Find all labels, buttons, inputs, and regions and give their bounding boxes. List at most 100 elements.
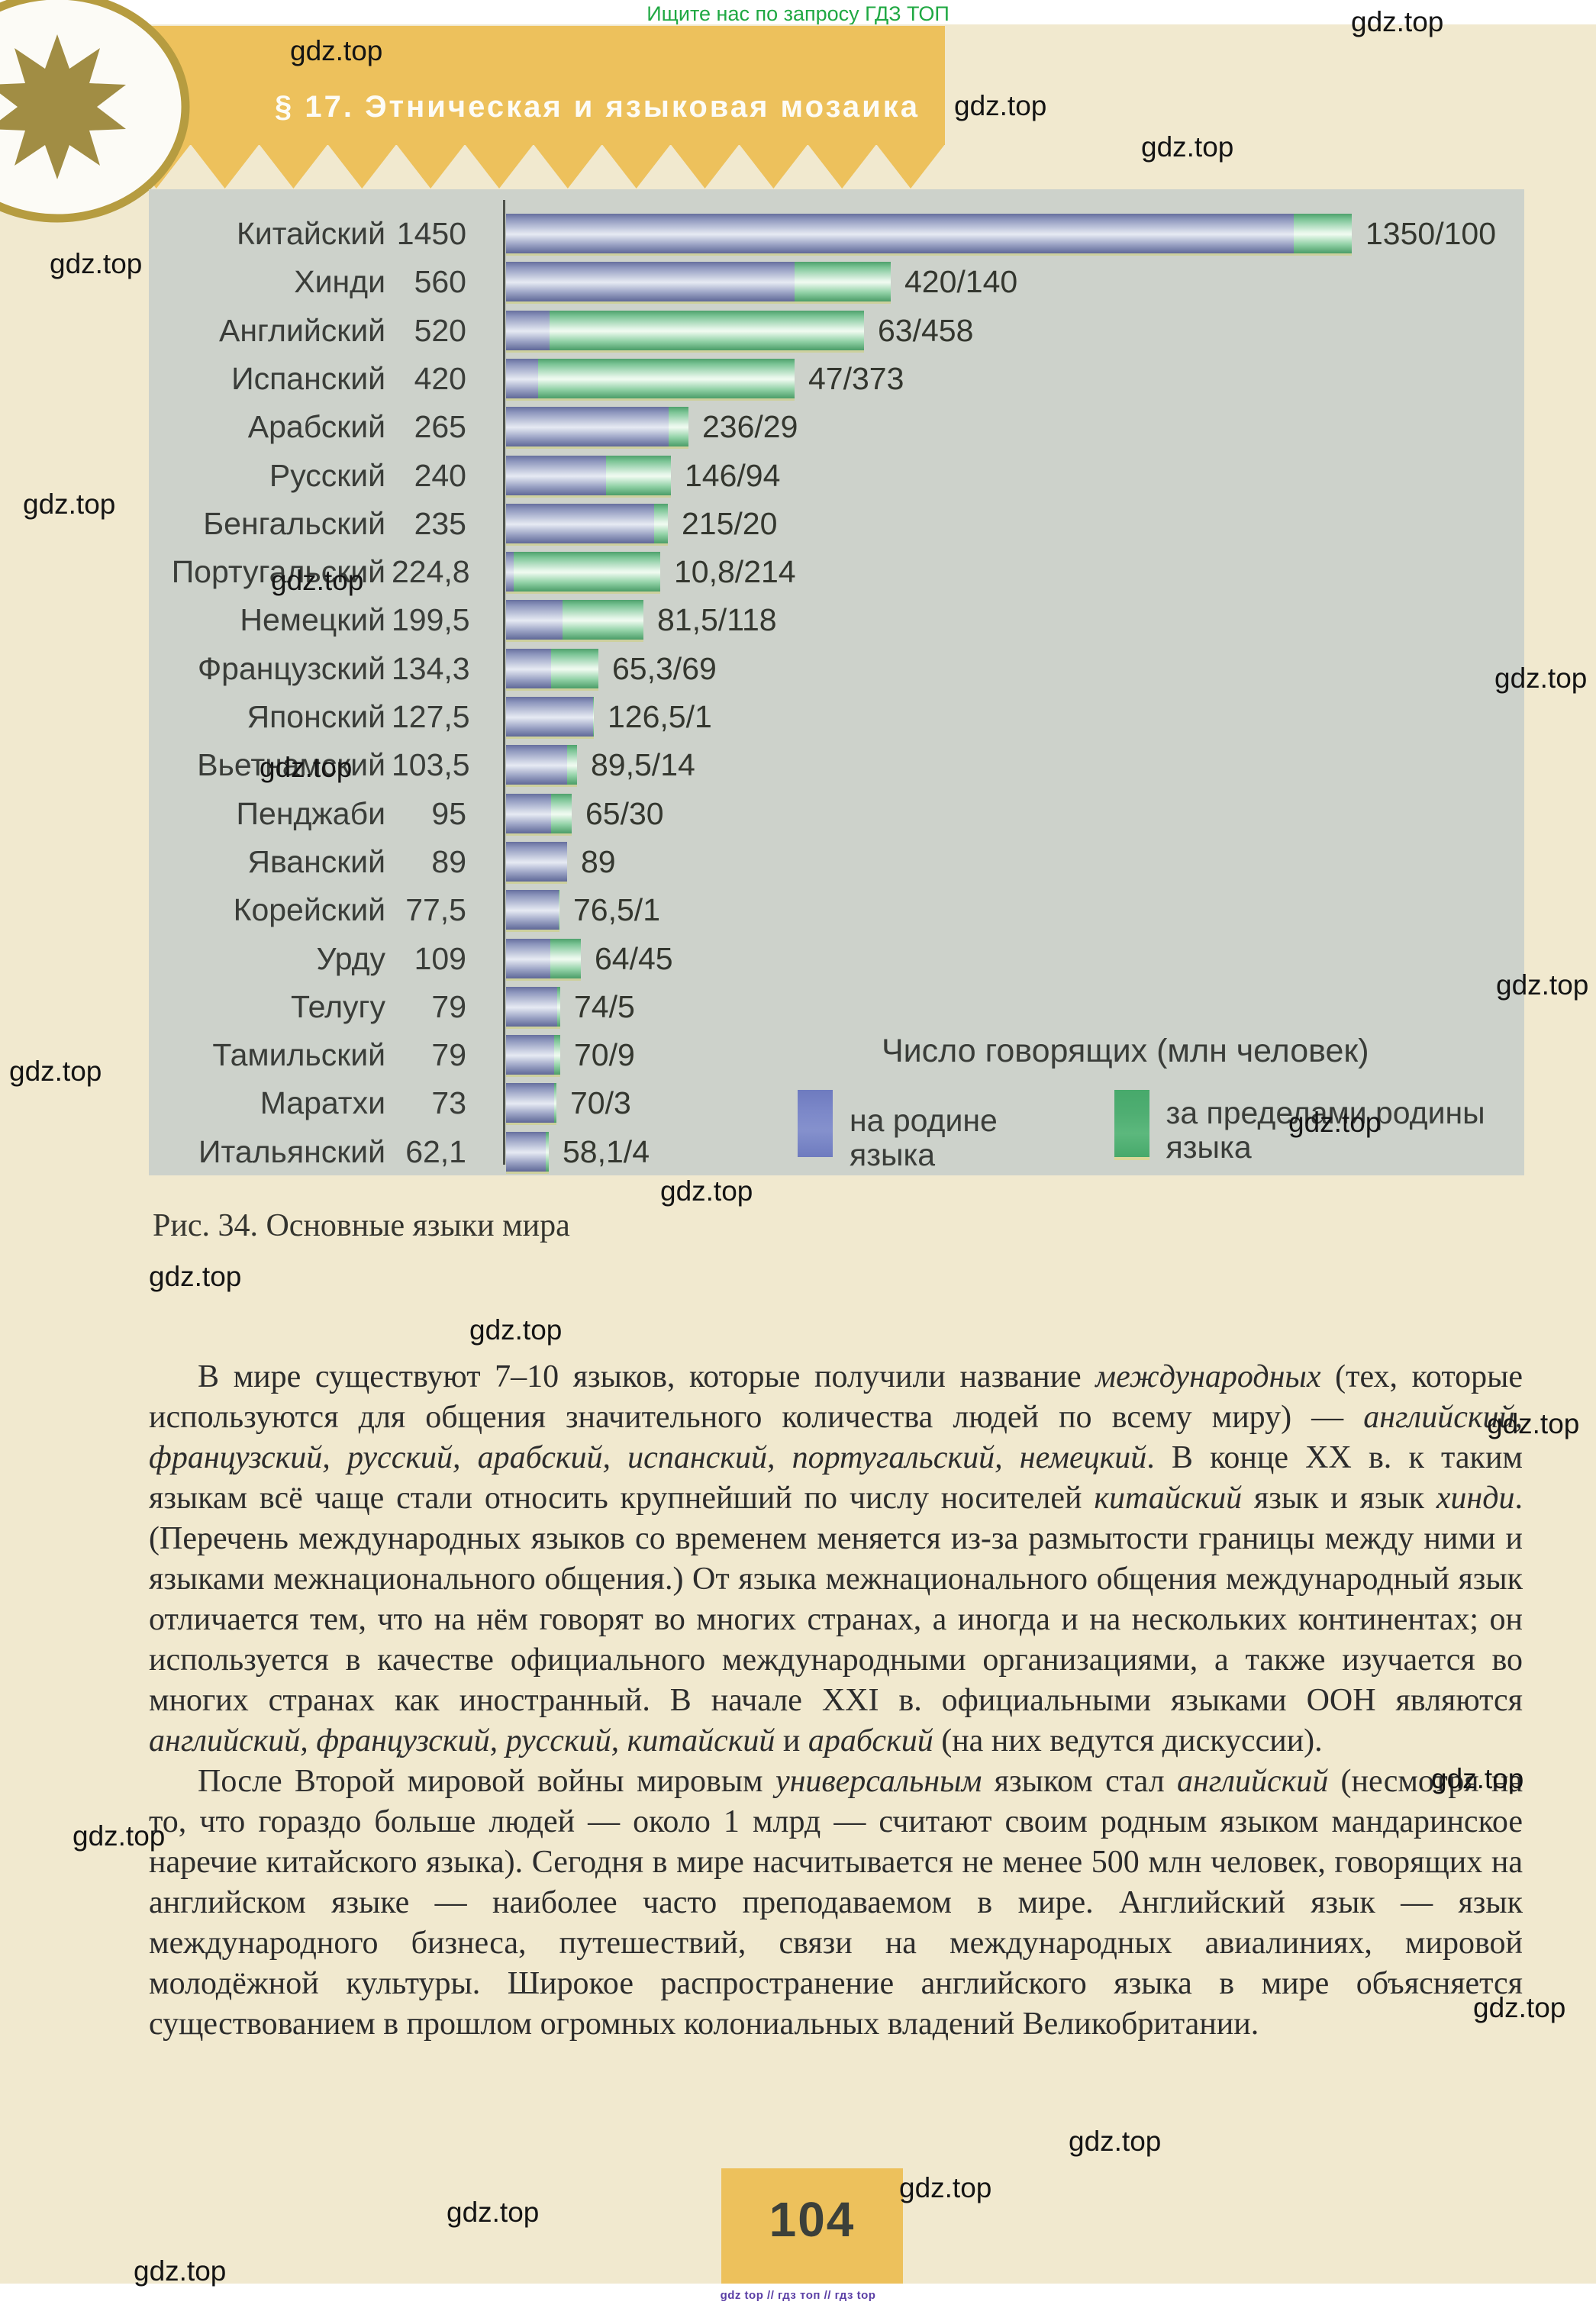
bar-native-segment <box>506 503 654 543</box>
chart-row: Испанский 420 47/373 <box>149 357 1524 400</box>
chart-row: Китайский 1450 1350/100 <box>149 212 1524 255</box>
bar-value-label: 76,5/1 <box>573 892 660 928</box>
bar-abroad-segment <box>550 938 581 978</box>
bar <box>506 1083 556 1123</box>
bar-value-label: 74/5 <box>574 988 635 1024</box>
bar-native-segment <box>506 600 563 640</box>
bar-native-segment <box>506 648 551 688</box>
language-label: Тамильский <box>212 1037 385 1073</box>
bar-value-label: 89 <box>581 843 616 879</box>
body-paragraph: После Второй мировой войны мировым униве… <box>149 1764 1523 2042</box>
bar <box>506 310 864 350</box>
bar-abroad-segment <box>654 503 668 543</box>
legend-title: Число говорящих (млн человек) <box>882 1033 1369 1069</box>
language-label: Английский <box>218 312 385 348</box>
bar-value-label: 89,5/14 <box>591 747 695 783</box>
language-label: Португальский <box>171 554 385 590</box>
bar-value-label: 65/30 <box>585 795 664 831</box>
languages-bar-chart: Китайский 1450 1350/100 Хинди 560 420/140 Англ… <box>149 189 1524 1175</box>
bar-native-segment <box>506 745 567 785</box>
total-speakers-label: 109 <box>414 940 466 976</box>
bar <box>506 890 559 930</box>
bar-native-segment <box>506 938 550 978</box>
language-label: Испанский <box>231 360 385 396</box>
bar-abroad-segment <box>563 600 643 640</box>
bar-value-label: 81,5/118 <box>657 602 777 638</box>
bar-native-segment <box>506 407 669 447</box>
bar-abroad-segment <box>546 1131 549 1172</box>
chart-row: Английский 520 63/458 <box>149 309 1524 352</box>
total-speakers-label: 79 <box>431 988 466 1024</box>
total-speakers-label: 235 <box>414 505 466 541</box>
legend-label-native: на родине языка <box>850 1103 998 1173</box>
bar-native-segment <box>506 1083 554 1123</box>
page-number-badge: 104 <box>721 2168 903 2284</box>
chart-row: Русский 240 146/94 <box>149 454 1524 497</box>
bar-value-label: 63/458 <box>878 312 974 348</box>
total-speakers-label: 224,8 <box>392 554 470 590</box>
bar-abroad-segment <box>538 358 795 398</box>
chart-row: Бенгальский 235 215/20 <box>149 502 1524 545</box>
bar <box>506 697 594 737</box>
bar-value-label: 70/9 <box>574 1037 635 1073</box>
section-banner <box>53 26 945 145</box>
bar-native-segment <box>506 986 557 1027</box>
total-speakers-label: 520 <box>414 312 466 348</box>
bar-abroad-segment <box>1294 214 1352 253</box>
total-speakers-label: 420 <box>414 360 466 396</box>
bar-value-label: 47/373 <box>808 360 904 396</box>
section-title: § 17. Этническая и языковая мозаика <box>275 90 920 124</box>
bar-native-segment <box>506 697 593 737</box>
bar-native-segment <box>506 214 1294 253</box>
bar <box>506 600 643 640</box>
language-label: Яванский <box>247 843 385 879</box>
legend-label-abroad: за пределами родины языка <box>1166 1095 1485 1165</box>
body-paragraph: В мире существуют 7–10 языков, которые п… <box>149 1359 1523 1758</box>
bar-value-label: 1350/100 <box>1365 216 1497 251</box>
bar-native-segment <box>506 841 567 882</box>
bar-value-label: 65,3/69 <box>612 650 717 686</box>
bar-abroad-segment <box>551 648 598 688</box>
bar <box>506 503 668 543</box>
bar <box>506 552 660 592</box>
total-speakers-label: 1450 <box>396 216 466 251</box>
language-label: Корейский <box>233 892 385 928</box>
language-label: Пенджаби <box>236 795 385 831</box>
bar-native-segment <box>506 1131 546 1172</box>
bar <box>506 1131 549 1172</box>
bar-abroad-segment <box>567 745 577 785</box>
total-speakers-label: 77,5 <box>405 892 466 928</box>
language-label: Маратхи <box>260 1085 385 1121</box>
chart-row: Урду 109 64/45 <box>149 937 1524 980</box>
language-label: Немецкий <box>240 602 385 638</box>
chart-row: Пенджаби 95 65/30 <box>149 792 1524 835</box>
bar-native-segment <box>506 552 514 592</box>
bar-value-label: 236/29 <box>702 409 798 445</box>
chart-row: Французский 134,3 65,3/69 <box>149 647 1524 690</box>
chart-row: Арабский 265 236/29 <box>149 405 1524 448</box>
bar <box>506 407 688 447</box>
bar-abroad-segment <box>550 310 864 350</box>
bottom-margin-strip: gdz top // гдз топ // гдз top <box>0 2284 1596 2308</box>
bar-value-label: 58,1/4 <box>563 1133 650 1169</box>
bar-native-segment <box>506 262 795 302</box>
total-speakers-label: 95 <box>431 795 466 831</box>
language-label: Бенгальский <box>203 505 385 541</box>
total-speakers-label: 103,5 <box>392 747 470 783</box>
body-text: В мире существуют 7–10 языков, которые п… <box>149 1357 1523 2045</box>
bar-native-segment <box>506 310 550 350</box>
chart-row: Вьетнамский 103,5 89,5/14 <box>149 743 1524 786</box>
bar-abroad-segment <box>593 697 594 737</box>
bar <box>506 745 577 785</box>
bar-abroad-segment <box>606 455 671 495</box>
banner-zigzag-decoration <box>53 144 945 189</box>
sun-star-logo <box>0 0 190 223</box>
language-label: Китайский <box>236 216 385 251</box>
total-speakers-label: 240 <box>414 457 466 493</box>
total-speakers-label: 560 <box>414 264 466 300</box>
bar <box>506 1035 560 1075</box>
bar-value-label: 215/20 <box>682 505 778 541</box>
bar <box>506 455 671 495</box>
